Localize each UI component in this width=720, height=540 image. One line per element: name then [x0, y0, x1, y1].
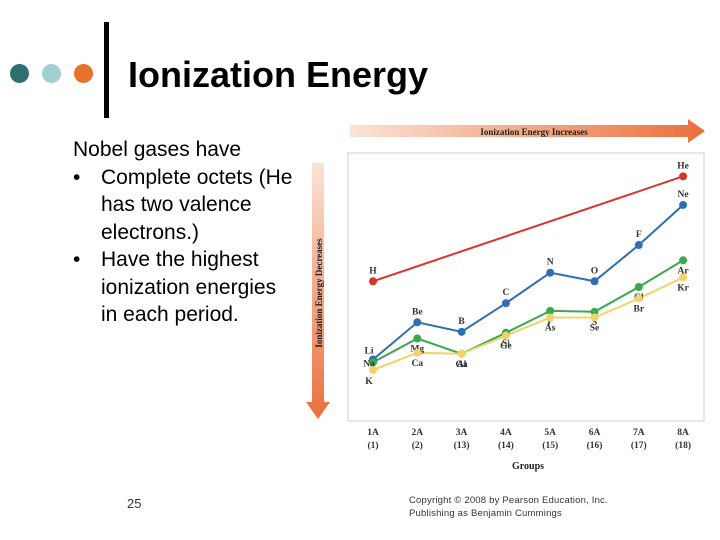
tick-group-5A: 5A — [544, 428, 556, 438]
label-As: As — [545, 324, 556, 334]
label-Na: Na — [363, 359, 375, 369]
decorative-dots — [10, 64, 100, 84]
label-O: O — [591, 266, 598, 276]
bullet-text: Nobel gases have Complete octets (He has… — [73, 136, 298, 329]
lead-text: Nobel gases have — [73, 138, 242, 161]
top-arrow: Ionization Energy Increases — [350, 119, 705, 143]
label-Ne: Ne — [678, 190, 689, 200]
slide-number: 25 — [127, 496, 142, 511]
point-Ca — [413, 348, 422, 357]
tick-group-8A: 8A — [677, 428, 689, 438]
point-Ga — [457, 349, 466, 358]
dot-2 — [42, 64, 61, 83]
point-He — [679, 172, 688, 181]
x-axis-label: Groups — [512, 461, 544, 472]
tick-number-3A: (13) — [454, 440, 470, 451]
title-divider — [104, 22, 109, 118]
point-N — [546, 268, 555, 277]
tick-group-7A: 7A — [633, 428, 645, 438]
label-Al: Al — [457, 360, 467, 370]
label-Kr: Kr — [677, 283, 689, 293]
point-F — [634, 241, 643, 250]
point-Ge — [501, 331, 510, 340]
label-He: He — [677, 161, 689, 171]
point-As — [546, 313, 555, 322]
label-F: F — [636, 230, 642, 240]
point-Mg — [413, 334, 422, 343]
top-arrow-label: Ionization Energy Increases — [480, 127, 588, 137]
copyright-line-2: Publishing as Benjamin Cummings — [409, 508, 562, 519]
x-axis-ticks: 1A (1) 2A (2) 3A (13) 4A (14) 5A (15) 6A (16) 7A (17)… — [367, 428, 691, 451]
point-Ne — [679, 200, 688, 209]
point-Cl — [634, 283, 643, 291]
label-H: H — [369, 266, 377, 276]
copyright-notice: Copyright © 2008 by Pearson Education, I… — [409, 494, 608, 520]
tick-number-4A: (14) — [498, 440, 514, 451]
ionization-chart: Ionization Energy Increases Ionization E… — [306, 119, 705, 472]
plot-area — [347, 152, 705, 422]
tick-number-1A: (1) — [367, 440, 378, 451]
tick-number-6A: (16) — [587, 440, 603, 451]
side-arrow: Ionization Energy Decreases — [306, 163, 330, 419]
label-Ar: Ar — [678, 266, 690, 276]
plot-series: HHeLiBeBCNOFNeNaMgAlSiPSClArKCaGaGeAsSeB… — [363, 161, 689, 387]
point-Br — [634, 294, 643, 303]
point-O — [590, 277, 599, 286]
label-Si: Si — [502, 339, 510, 349]
series-3-line — [372, 276, 684, 371]
tick-group-2A: 2A — [411, 428, 423, 438]
label-K: K — [365, 377, 373, 387]
copyright-line-1: Copyright © 2008 by Pearson Education, I… — [409, 495, 608, 506]
point-Be — [413, 318, 422, 327]
label-P: P — [547, 317, 553, 327]
point-Se — [590, 313, 599, 322]
tick-group-6A: 6A — [589, 428, 601, 438]
point-C — [501, 299, 510, 308]
series-0-line — [372, 175, 684, 283]
tick-number-2A: (2) — [412, 440, 423, 451]
label-Ca: Ca — [411, 359, 423, 369]
label-Br: Br — [634, 304, 645, 314]
label-Se: Se — [590, 324, 600, 334]
tick-group-4A: 4A — [500, 428, 512, 438]
series-2-line — [372, 259, 684, 364]
label-Li: Li — [365, 346, 374, 356]
point-Na — [369, 358, 377, 367]
label-Ge: Ge — [500, 342, 512, 352]
bullet-item-highest: Have the highest ionization energies in … — [73, 246, 298, 329]
dot-1 — [10, 64, 29, 83]
point-S — [590, 307, 599, 316]
label-S: S — [592, 318, 597, 328]
side-arrow-label: Ionization Energy Decreases — [314, 238, 324, 348]
tick-number-7A: (17) — [631, 440, 647, 451]
bullet-list: Complete octets (He has two valence elec… — [73, 164, 298, 329]
label-Be: Be — [412, 307, 423, 317]
tick-group-1A: 1A — [367, 428, 379, 438]
point-P — [546, 306, 555, 315]
label-Ga: Ga — [456, 360, 468, 370]
label-C: C — [502, 288, 509, 298]
series-1-line — [372, 204, 684, 361]
tick-group-3A: 3A — [456, 428, 468, 438]
point-B — [457, 327, 466, 336]
dot-3 — [74, 64, 93, 83]
point-K — [369, 365, 377, 374]
bullet-item-octets: Complete octets (He has two valence elec… — [73, 164, 298, 247]
label-N: N — [547, 258, 554, 268]
point-Kr — [679, 273, 688, 282]
point-Ar — [679, 256, 688, 265]
slide-title: Ionization Energy — [128, 54, 429, 95]
point-H — [369, 277, 377, 286]
label-B: B — [458, 317, 465, 327]
tick-number-5A: (15) — [542, 440, 558, 451]
tick-number-8A: (18) — [675, 440, 691, 451]
